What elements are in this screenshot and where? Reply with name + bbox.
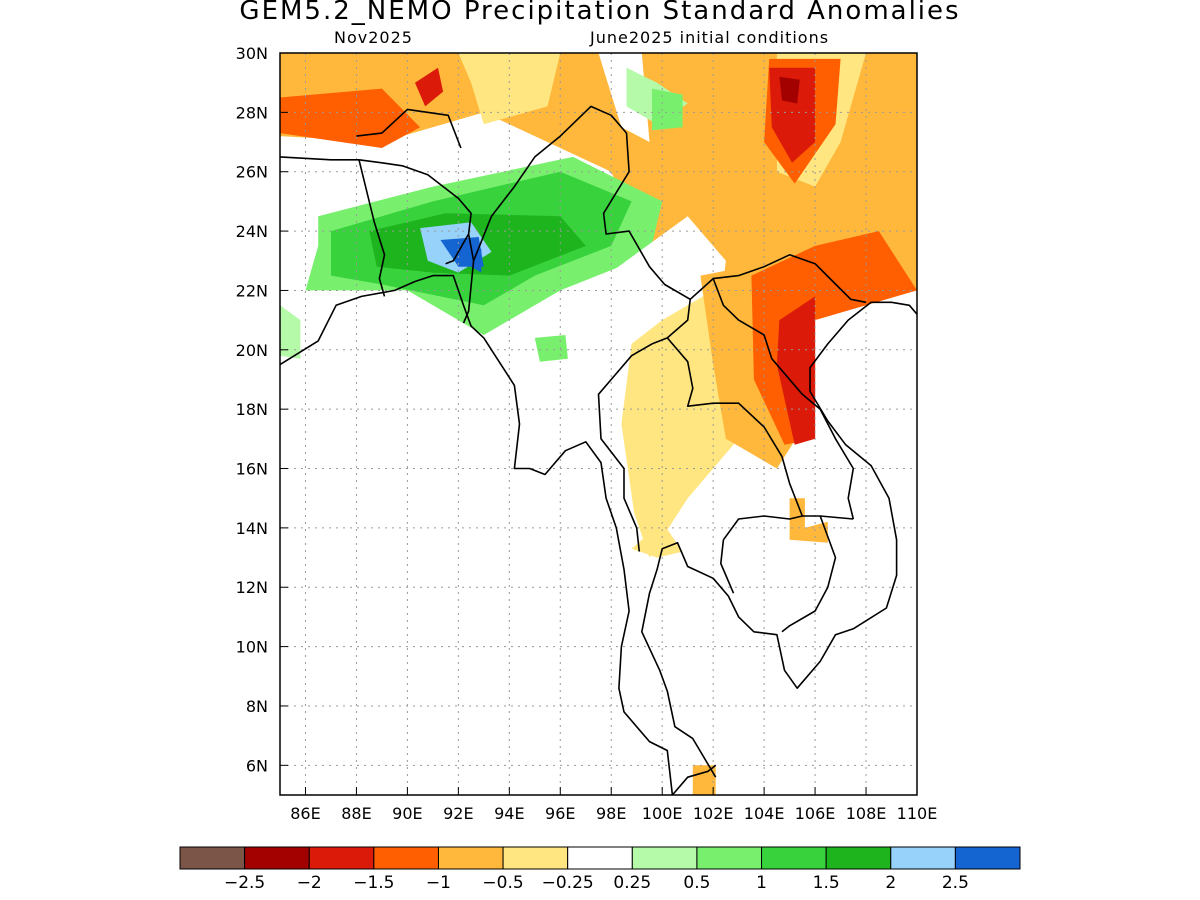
colorbar-swatch — [825, 846, 892, 870]
lon-tick-label: 88E — [341, 804, 371, 823]
anomaly-region-28 — [280, 305, 301, 359]
lat-tick-label: 16N — [236, 460, 268, 479]
coastline-1 — [641, 301, 917, 778]
colorbar-swatch — [437, 846, 504, 870]
colorbar-swatch — [761, 846, 827, 870]
country-border-9 — [720, 539, 735, 594]
lon-tick-label: 90E — [392, 804, 422, 823]
anomaly-region-19 — [804, 456, 838, 528]
anomaly-region-27 — [692, 765, 716, 795]
country-border-5 — [689, 254, 867, 304]
colorbar-label: −0.5 — [482, 873, 523, 893]
lat-tick-label: 14N — [236, 519, 268, 538]
coastline-0 — [280, 274, 674, 795]
colorbar-label: −2.5 — [224, 873, 265, 893]
lon-tick-label: 110E — [897, 804, 938, 823]
anomaly-region-29 — [534, 335, 568, 362]
country-border-2 — [462, 233, 475, 324]
plot-frame — [279, 52, 918, 796]
colorbar-label: −0.25 — [542, 873, 594, 893]
country-border-7 — [666, 337, 854, 520]
anomaly-region-12 — [460, 243, 482, 273]
anomaly-region-1 — [280, 88, 421, 148]
colorbar-swatch — [373, 846, 439, 870]
lat-tick-label: 30N — [236, 44, 268, 63]
colorbar-swatch — [954, 846, 1021, 870]
colorbar-label: 2.5 — [942, 873, 969, 893]
colorbar-swatch — [890, 846, 956, 870]
map-grid — [280, 53, 917, 795]
coastline-layer — [280, 105, 917, 795]
lon-tick-label: 108E — [846, 804, 887, 823]
lat-tick-label: 26N — [236, 163, 268, 182]
country-border-12 — [280, 156, 359, 161]
anomaly-region-24 — [779, 76, 800, 104]
anomaly-region-6 — [652, 88, 683, 131]
anomaly-region-2 — [415, 67, 444, 107]
page-title: GEM5.2_NEMO Precipitation Standard Anoma… — [239, 0, 961, 26]
lat-tick-label: 28N — [236, 103, 268, 122]
anomaly-fill-layer — [280, 53, 917, 795]
lat-tick-label: 24N — [236, 222, 268, 241]
colorbar-swatch — [631, 846, 698, 870]
lon-tick-label: 98E — [596, 804, 626, 823]
lon-tick-label: 86E — [290, 804, 320, 823]
country-border-10 — [781, 515, 837, 633]
anomaly-region-17 — [776, 296, 816, 445]
anomaly-region-30 — [280, 266, 293, 297]
anomaly-region-20 — [631, 521, 683, 558]
colorbar-label: −1 — [426, 873, 451, 893]
lon-tick-label: 104E — [744, 804, 785, 823]
country-border-0 — [358, 159, 472, 265]
lat-tick-label: 10N — [236, 638, 268, 657]
colorbar: −2.5 −2 −1.5 −1 −0.5 −0.25 0.25 0.5 1 1.5 2 2.5 — [179, 846, 1021, 893]
country-border-1 — [358, 159, 386, 297]
country-border-8 — [722, 515, 803, 541]
colorbar-label: 1.5 — [813, 873, 840, 893]
colorbar-swatch — [502, 846, 569, 870]
lon-tick-label: 96E — [545, 804, 575, 823]
country-border-6 — [712, 278, 855, 520]
colorbar-label: 2 — [885, 873, 896, 893]
anomaly-region-25 — [534, 400, 561, 439]
colorbar-label: 1 — [756, 873, 767, 893]
lat-tick-label: 8N — [246, 697, 268, 716]
country-border-11 — [671, 764, 717, 795]
valid-month-label: Nov2025 — [334, 28, 413, 47]
colorbar-label: 0.25 — [613, 873, 651, 893]
country-border-3 — [472, 105, 691, 552]
colorbar-label: −1.5 — [353, 873, 394, 893]
country-border-4 — [356, 108, 462, 149]
lon-tick-label: 102E — [693, 804, 734, 823]
lat-tick-label: 6N — [246, 756, 268, 775]
longitude-axis: 86E 88E 90E 92E 94E 96E 98E 100E 102E 104E 106E 108… — [290, 787, 937, 823]
colorbar-swatch — [567, 846, 633, 870]
anomaly-region-26 — [789, 625, 816, 647]
latitude-axis: 30N 28N 26N 24N 22N 20N 18N 16N 14N 12N 10N 8N 6N — [236, 44, 288, 775]
lon-tick-label: 106E — [795, 804, 836, 823]
lat-tick-label: 20N — [236, 341, 268, 360]
colorbar-swatch — [244, 846, 310, 870]
anomaly-region-23 — [769, 67, 816, 163]
lon-tick-label: 100E — [642, 804, 683, 823]
lat-tick-label: 22N — [236, 281, 268, 300]
colorbar-swatch — [308, 846, 375, 870]
lon-tick-label: 92E — [443, 804, 473, 823]
colorbar-label: 0.5 — [683, 873, 710, 893]
lat-tick-label: 18N — [236, 400, 268, 419]
colorbar-swatch — [696, 846, 763, 870]
init-conditions-label: June2025 initial conditions — [590, 28, 830, 47]
lon-tick-label: 94E — [494, 804, 524, 823]
lat-tick-label: 12N — [236, 578, 268, 597]
colorbar-label: −2 — [297, 873, 322, 893]
colorbar-swatch — [179, 846, 246, 870]
